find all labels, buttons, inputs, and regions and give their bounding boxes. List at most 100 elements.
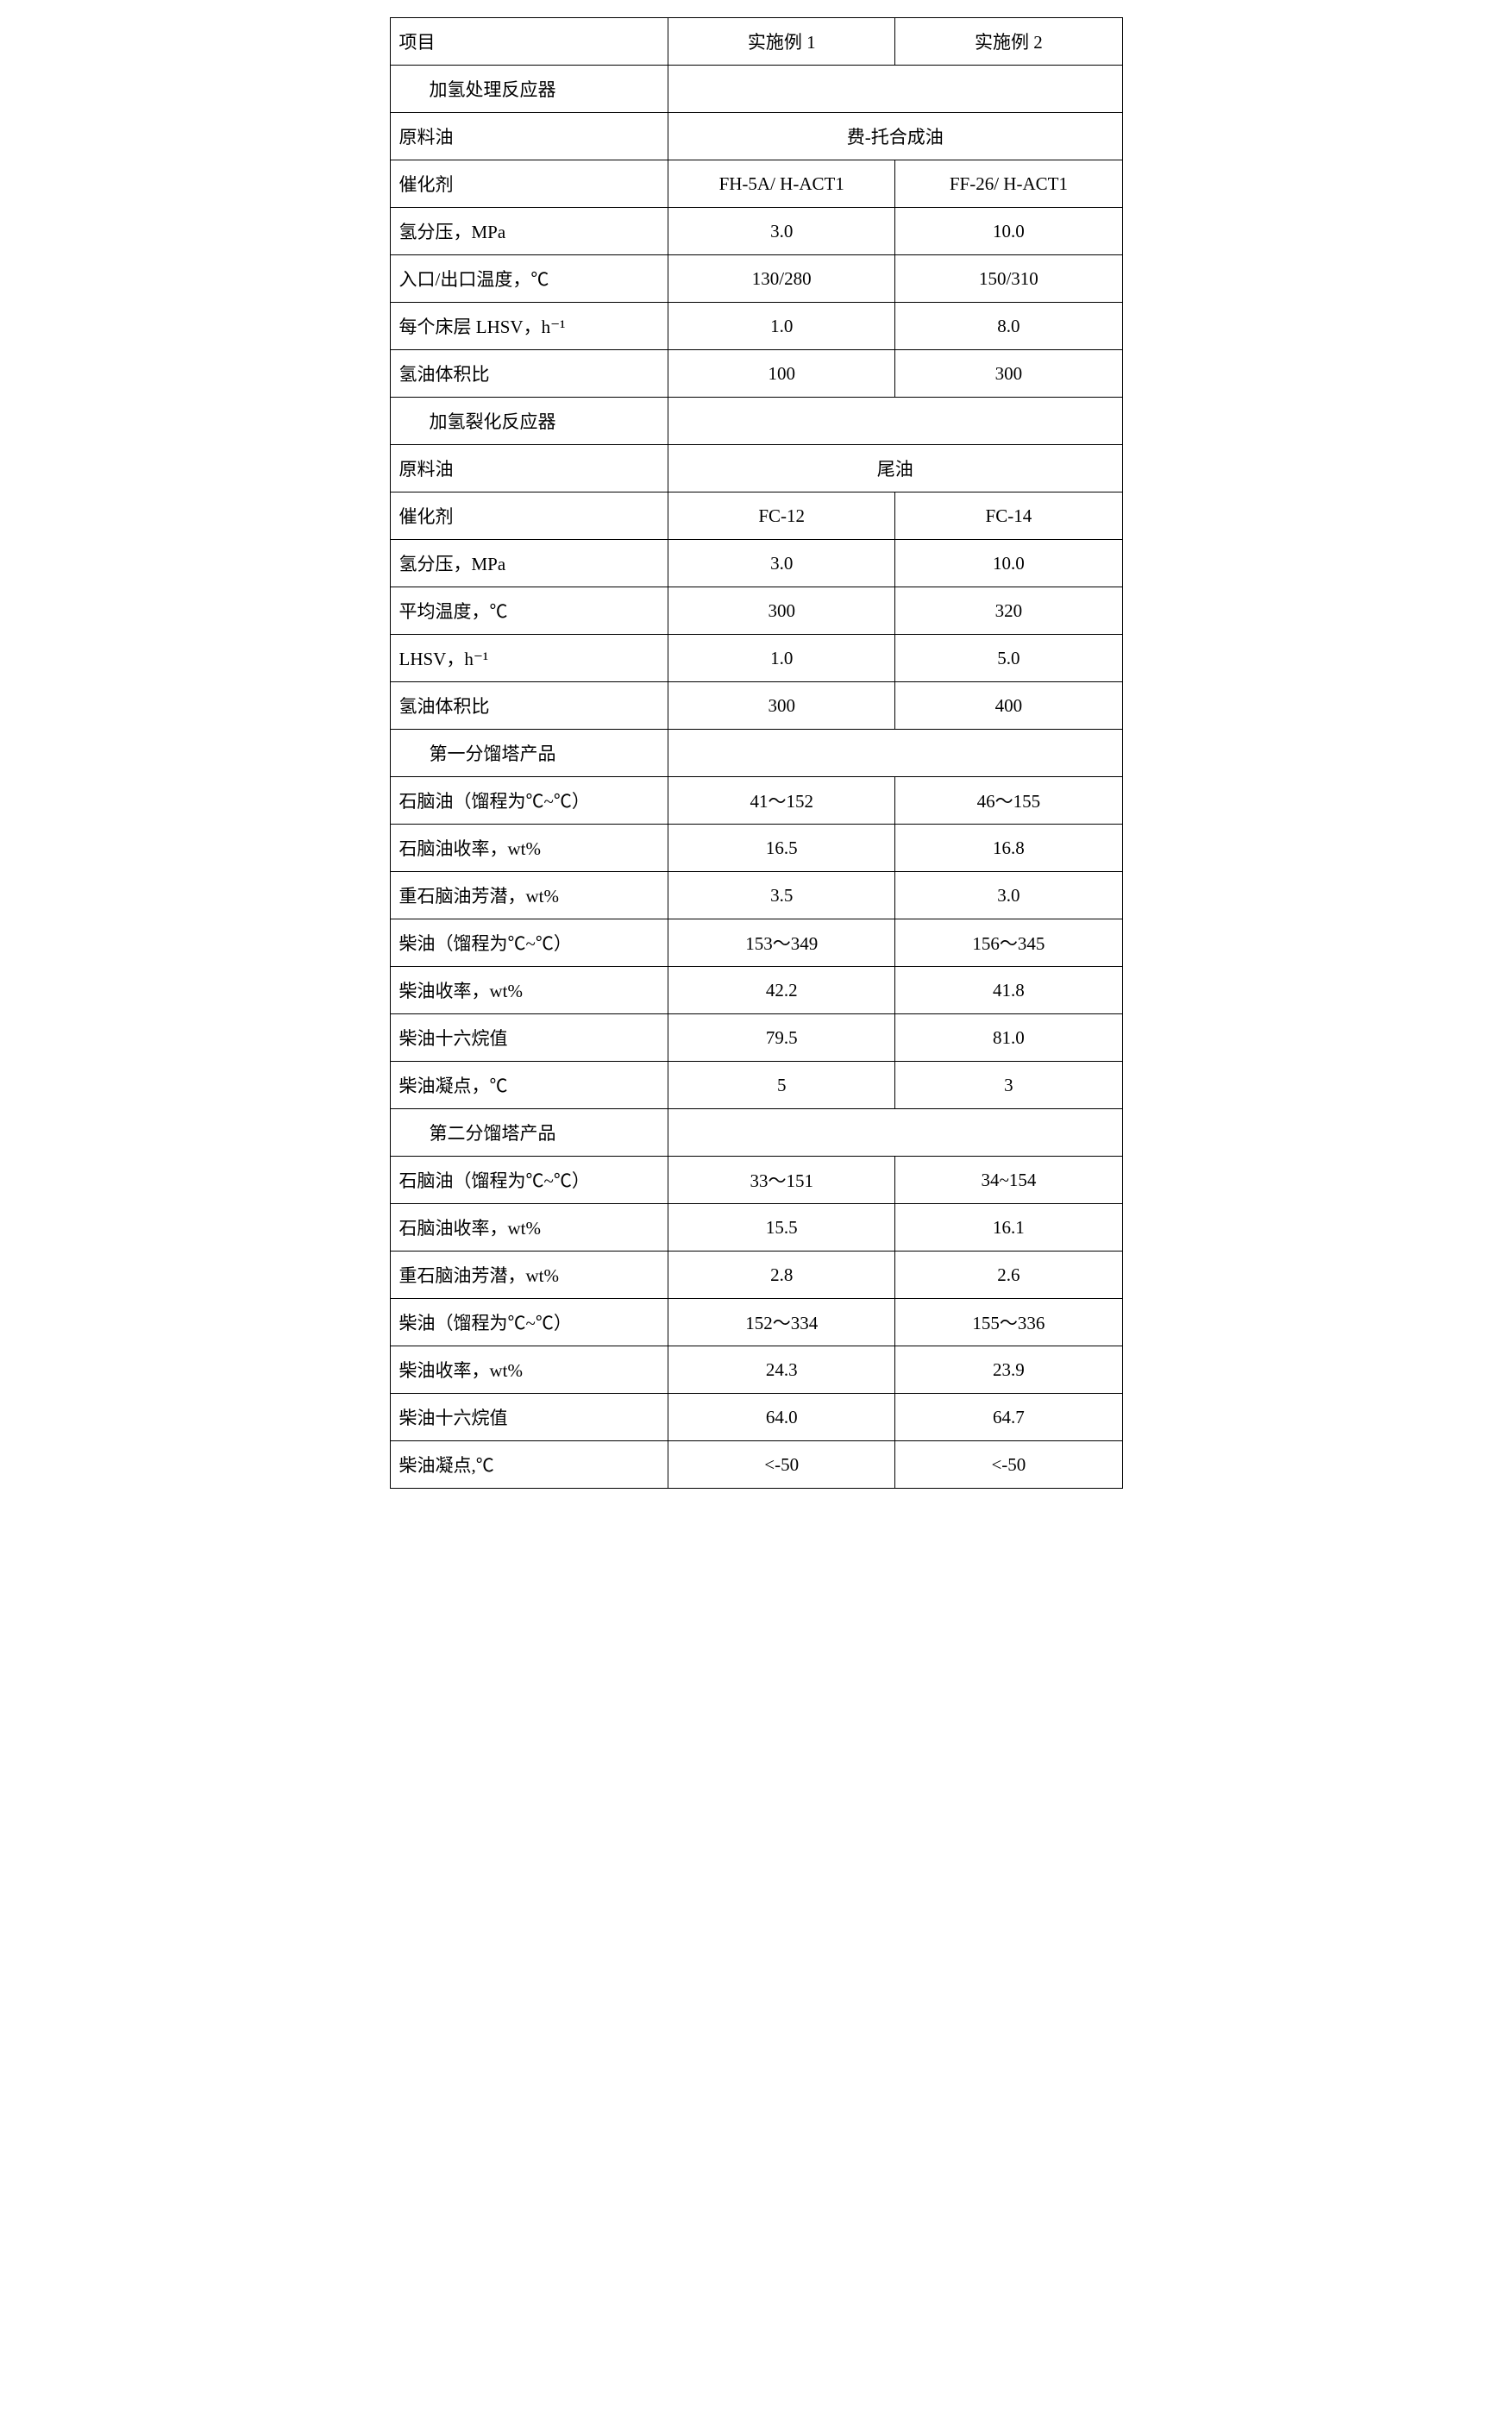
table-row: 柴油（馏程为℃~℃）153～349156～345 [390,919,1122,967]
row-label: 柴油（馏程为℃~℃） [390,919,668,967]
table-row: 石脑油收率，wt%16.516.8 [390,825,1122,872]
table-row: 催化剂FH-5A/ H-ACT1FF-26/ H-ACT1 [390,160,1122,208]
row-value-ex2: 34~154 [895,1157,1122,1204]
row-value-ex2: 3 [895,1062,1122,1109]
row-label: 原料油 [390,445,668,492]
row-value-ex2: 3.0 [895,872,1122,919]
row-value-ex2: <-50 [895,1441,1122,1489]
row-value-ex1: 64.0 [668,1394,895,1441]
table-row: 氢分压，MPa3.010.0 [390,540,1122,587]
row-label: 原料油 [390,113,668,160]
table-row: 原料油尾油 [390,445,1122,492]
table-row: 原料油费-托合成油 [390,113,1122,160]
row-value-ex2: 400 [895,682,1122,730]
row-label: 重石脑油芳潜，wt% [390,1252,668,1299]
table-row: 柴油十六烷值64.064.7 [390,1394,1122,1441]
row-value-ex2: 320 [895,587,1122,635]
row-value-ex2: 2.6 [895,1252,1122,1299]
row-label: 催化剂 [390,160,668,208]
row-label: 石脑油（馏程为℃~℃） [390,777,668,825]
header-ex1: 实施例 1 [668,18,895,66]
row-label: 柴油凝点,℃ [390,1441,668,1489]
row-label: 重石脑油芳潜，wt% [390,872,668,919]
section-empty-cell [668,730,1122,777]
row-label: 柴油收率，wt% [390,967,668,1014]
section-header-row: 加氢处理反应器 [390,66,1122,113]
row-value-ex1: 152～334 [668,1299,895,1346]
row-value-ex2: FC-14 [895,492,1122,540]
section-header-row: 第一分馏塔产品 [390,730,1122,777]
table-row: 催化剂FC-12FC-14 [390,492,1122,540]
table-row: 重石脑油芳潜，wt%3.53.0 [390,872,1122,919]
table-row: 氢分压，MPa3.010.0 [390,208,1122,255]
section-empty-cell [668,66,1122,113]
section-header-row: 第二分馏塔产品 [390,1109,1122,1157]
row-label: 石脑油收率，wt% [390,1204,668,1252]
row-label: LHSV，h⁻¹ [390,635,668,682]
row-value-ex1: 41～152 [668,777,895,825]
row-value-ex1: 3.0 [668,208,895,255]
row-label: 氢油体积比 [390,350,668,398]
table-row: 重石脑油芳潜，wt%2.82.6 [390,1252,1122,1299]
table-row: 每个床层 LHSV，h⁻¹1.08.0 [390,303,1122,350]
section-title: 第二分馏塔产品 [390,1109,668,1157]
table-row: 石脑油收率，wt%15.516.1 [390,1204,1122,1252]
header-label: 项目 [390,18,668,66]
row-value-ex1: 24.3 [668,1346,895,1394]
row-value-ex1: 1.0 [668,635,895,682]
row-value-ex2: 10.0 [895,540,1122,587]
row-label: 柴油凝点，℃ [390,1062,668,1109]
table-row: 柴油收率，wt%42.241.8 [390,967,1122,1014]
row-value-ex2: 300 [895,350,1122,398]
header-row: 项目 实施例 1 实施例 2 [390,18,1122,66]
row-label: 氢油体积比 [390,682,668,730]
row-label: 氢分压，MPa [390,208,668,255]
table-row: 氢油体积比300400 [390,682,1122,730]
table-row: 石脑油（馏程为℃~℃）41～15246～155 [390,777,1122,825]
row-value-ex1: 3.0 [668,540,895,587]
row-value-ex1: FC-12 [668,492,895,540]
table-row: 柴油十六烷值79.581.0 [390,1014,1122,1062]
section-header-row: 加氢裂化反应器 [390,398,1122,445]
row-value-ex1: 33～151 [668,1157,895,1204]
row-value-ex1: <-50 [668,1441,895,1489]
row-value-ex1: 3.5 [668,872,895,919]
section-empty-cell [668,398,1122,445]
row-value-ex2: 5.0 [895,635,1122,682]
table-row: 柴油收率，wt%24.323.9 [390,1346,1122,1394]
table-row: 氢油体积比100300 [390,350,1122,398]
row-label: 石脑油收率，wt% [390,825,668,872]
table-row: 柴油（馏程为℃~℃）152～334155～336 [390,1299,1122,1346]
table-row: 入口/出口温度，℃130/280150/310 [390,255,1122,303]
row-value-ex2: 150/310 [895,255,1122,303]
section-title: 加氢处理反应器 [390,66,668,113]
row-value-ex2: 8.0 [895,303,1122,350]
section-title: 加氢裂化反应器 [390,398,668,445]
row-value-ex2: 46～155 [895,777,1122,825]
row-merged-value: 费-托合成油 [668,113,1122,160]
row-value-ex1: FH-5A/ H-ACT1 [668,160,895,208]
table-row: 平均温度，℃300320 [390,587,1122,635]
row-value-ex2: 10.0 [895,208,1122,255]
row-value-ex2: 155～336 [895,1299,1122,1346]
row-value-ex1: 130/280 [668,255,895,303]
row-value-ex1: 79.5 [668,1014,895,1062]
table-body: 项目 实施例 1 实施例 2 加氢处理反应器原料油费-托合成油催化剂FH-5A/… [390,18,1122,1489]
row-value-ex1: 2.8 [668,1252,895,1299]
row-value-ex1: 1.0 [668,303,895,350]
row-value-ex1: 153～349 [668,919,895,967]
data-table: 项目 实施例 1 实施例 2 加氢处理反应器原料油费-托合成油催化剂FH-5A/… [390,17,1123,1489]
row-value-ex2: 23.9 [895,1346,1122,1394]
row-label: 柴油十六烷值 [390,1394,668,1441]
section-empty-cell [668,1109,1122,1157]
row-value-ex1: 5 [668,1062,895,1109]
row-label: 氢分压，MPa [390,540,668,587]
row-value-ex1: 15.5 [668,1204,895,1252]
row-value-ex2: FF-26/ H-ACT1 [895,160,1122,208]
row-value-ex2: 64.7 [895,1394,1122,1441]
row-value-ex1: 42.2 [668,967,895,1014]
row-value-ex1: 300 [668,587,895,635]
section-title: 第一分馏塔产品 [390,730,668,777]
row-value-ex1: 300 [668,682,895,730]
row-value-ex1: 16.5 [668,825,895,872]
